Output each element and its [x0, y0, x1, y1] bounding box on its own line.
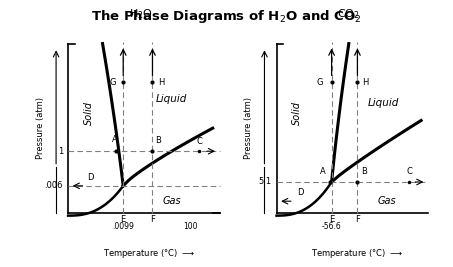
Text: Gas: Gas — [162, 196, 181, 206]
Text: Pressure (atm): Pressure (atm) — [36, 97, 45, 159]
Text: .006: .006 — [44, 181, 63, 190]
Text: G: G — [317, 77, 323, 87]
Text: H: H — [362, 77, 369, 87]
Text: A: A — [112, 135, 117, 144]
Text: A: A — [320, 167, 326, 176]
Text: -56.6: -56.6 — [322, 222, 342, 231]
Text: .0099: .0099 — [112, 222, 134, 231]
Text: Pressure (atm): Pressure (atm) — [245, 97, 254, 159]
Text: D: D — [87, 173, 94, 182]
Text: C: C — [406, 167, 412, 176]
Text: 100: 100 — [183, 222, 198, 231]
Text: G: G — [110, 77, 116, 87]
Text: C: C — [196, 136, 202, 146]
Text: E: E — [120, 215, 126, 224]
Text: Temperature (°C) $\longrightarrow$: Temperature (°C) $\longrightarrow$ — [103, 247, 195, 260]
Text: F: F — [355, 215, 360, 224]
Text: 1: 1 — [58, 147, 63, 156]
Text: Solid: Solid — [84, 101, 94, 125]
Text: H$_2$O: H$_2$O — [129, 7, 152, 21]
Text: H: H — [158, 77, 164, 87]
Text: Temperature (°C) $\longrightarrow$: Temperature (°C) $\longrightarrow$ — [312, 247, 403, 260]
Text: Gas: Gas — [377, 196, 396, 206]
Text: Solid: Solid — [292, 101, 302, 125]
Text: F: F — [150, 215, 155, 224]
Text: 5.1: 5.1 — [258, 178, 271, 186]
Text: D: D — [297, 189, 304, 197]
Text: The Phase Diagrams of H$_2$O and CO$_2$: The Phase Diagrams of H$_2$O and CO$_2$ — [91, 8, 362, 25]
Text: E: E — [329, 215, 334, 224]
Text: B: B — [361, 167, 367, 176]
Text: Liquid: Liquid — [156, 94, 187, 104]
Text: B: B — [155, 136, 160, 146]
Text: CO$_2$: CO$_2$ — [337, 7, 360, 21]
Text: Liquid: Liquid — [367, 98, 399, 108]
